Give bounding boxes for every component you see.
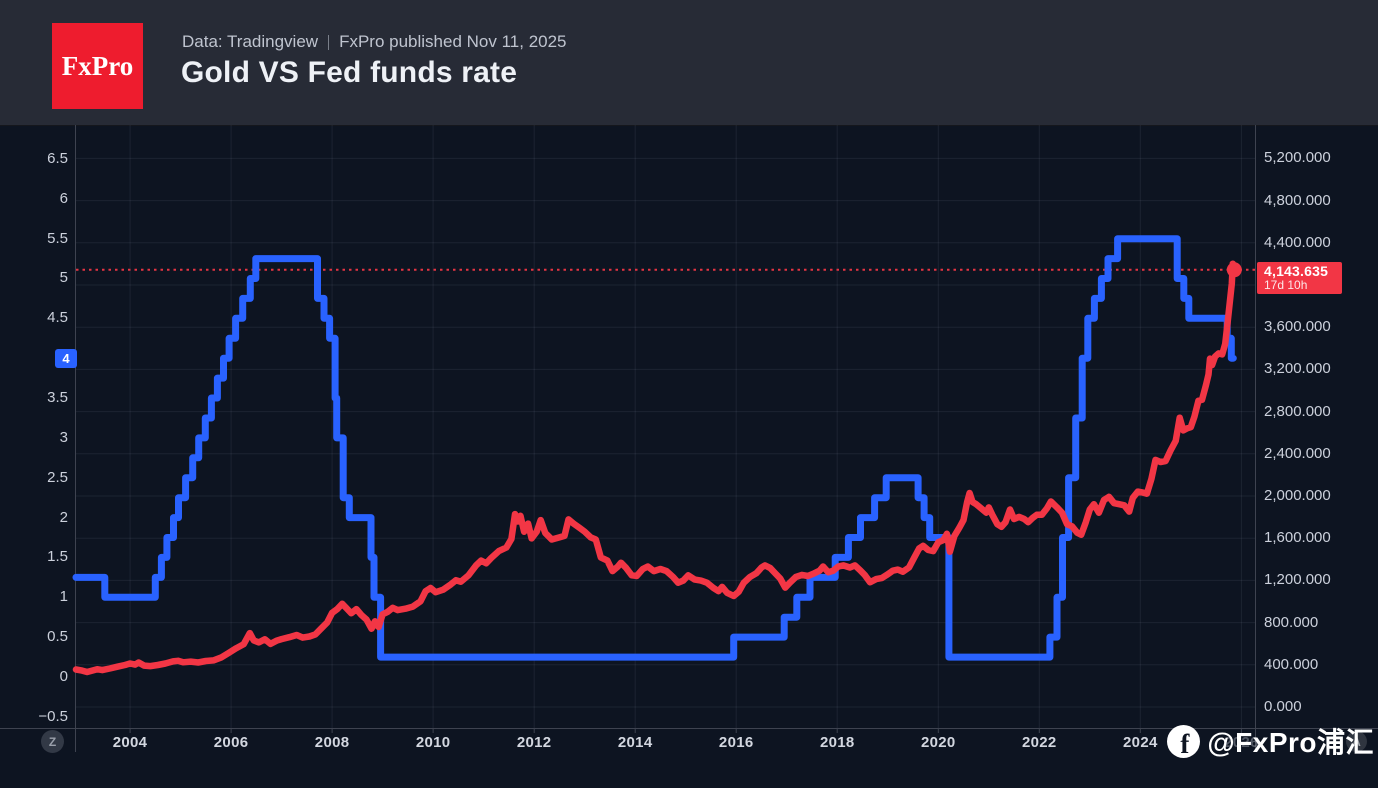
price-badge-value: 4,143.635 xyxy=(1264,262,1329,279)
published-label: FxPro published Nov 11, 2025 xyxy=(339,32,567,51)
fxpro-logo-text: FxPro xyxy=(61,50,134,81)
rate-badge-value: 4 xyxy=(62,350,70,366)
fed-funds-line xyxy=(72,235,1237,661)
facebook-f-glyph: f xyxy=(1180,728,1190,758)
watermark: f @FxPro浦汇 xyxy=(1167,721,1374,761)
price-badge-countdown: 17d 10h xyxy=(1264,277,1308,292)
adjust-badge[interactable]: A xyxy=(1346,731,1367,752)
facebook-icon: f xyxy=(1167,724,1201,758)
fxpro-logo: FxPro xyxy=(52,23,143,109)
watermark-handle: @FxPro浦汇 xyxy=(1207,727,1374,758)
gold-line xyxy=(72,260,1238,676)
zoom-reset-label: Z xyxy=(48,734,57,749)
current-rate-badge: 4 xyxy=(55,348,77,368)
adjust-badge-label: A xyxy=(1352,734,1361,749)
data-source-label: Data: Tradingview xyxy=(182,32,319,51)
subtitle-divider xyxy=(328,34,330,50)
chart-subtitle: Data: Tradingview FxPro published Nov 11… xyxy=(182,32,567,52)
header-bar: FxPro Data: Tradingview FxPro published … xyxy=(0,0,1378,126)
gold-endpoint-dot xyxy=(1226,262,1242,278)
page-title: Gold VS Fed funds rate xyxy=(181,56,518,89)
zoom-reset-button[interactable]: Z xyxy=(41,730,64,753)
current-price-badge: 4,143.635 17d 10h xyxy=(1257,261,1342,294)
